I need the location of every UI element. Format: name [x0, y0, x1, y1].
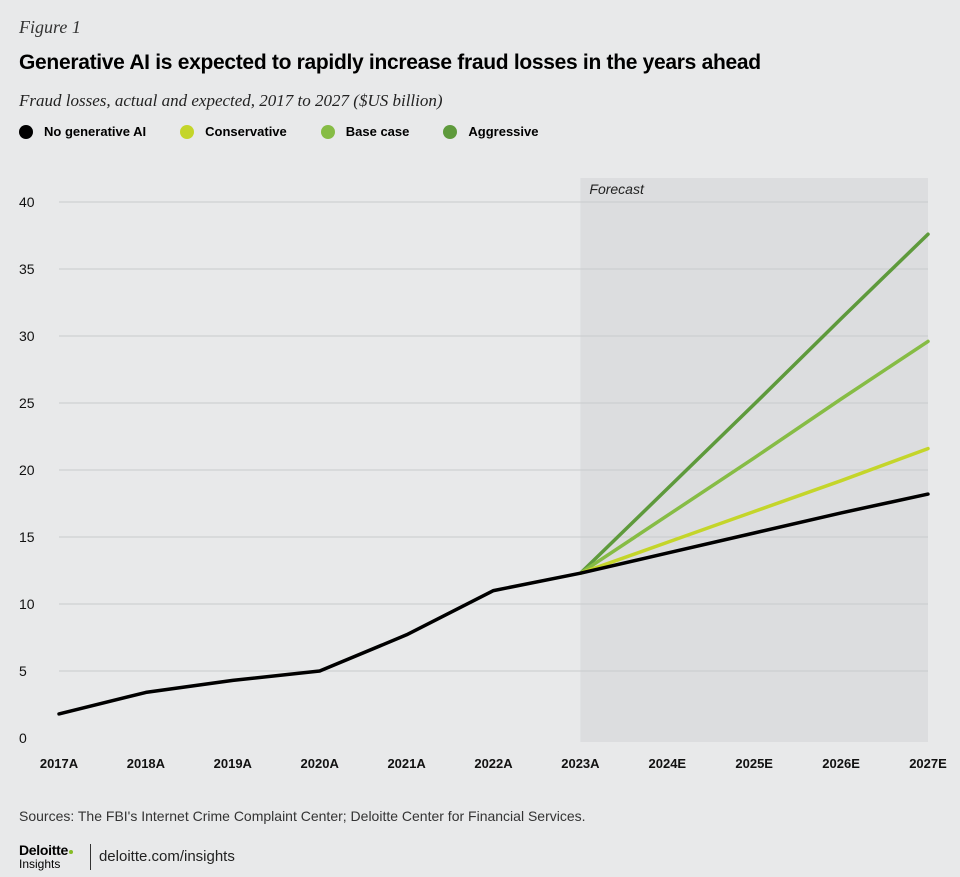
chart-legend: No generative AI Conservative Base case … [19, 124, 538, 139]
y-tick-label: 20 [19, 462, 35, 478]
legend-swatch [443, 124, 458, 139]
legend-swatch [180, 124, 195, 139]
y-tick-label: 15 [19, 529, 35, 545]
legend-item-aggressive: Aggressive [443, 124, 538, 139]
y-tick-label: 0 [19, 730, 27, 746]
figure-label: Figure 1 [19, 17, 81, 37]
series-line-aggressive [578, 232, 930, 575]
y-tick-label: 25 [19, 395, 35, 411]
brand-url: deloitte.com/insights [98, 848, 235, 865]
x-tick-label: 2026E [822, 756, 860, 771]
y-tick-label: 10 [19, 596, 35, 612]
chart-title: Generative AI is expected to rapidly inc… [19, 51, 761, 74]
x-tick-label: 2018A [127, 756, 166, 771]
legend-label: Base case [345, 124, 410, 139]
legend-swatch [19, 124, 33, 139]
x-tick-label: 2025E [735, 756, 773, 771]
y-tick-label: 40 [19, 194, 35, 210]
x-tick-label: 2023A [561, 756, 600, 771]
legend-item-no-generative-ai: No generative AI [19, 124, 146, 139]
legend-label: Aggressive [468, 124, 539, 139]
x-tick-label: 2021A [387, 756, 426, 771]
line-chart: Forecast 0 5 10 15 20 25 30 35 40 2017A 2018A 2019A 2… [19, 178, 947, 771]
legend-swatch [320, 124, 335, 139]
series-line-base-case [578, 339, 930, 575]
legend-item-conservative: Conservative [180, 124, 287, 139]
brand-name: Deloitte [19, 842, 68, 858]
y-tick-label: 30 [19, 328, 35, 344]
legend-label: No generative AI [44, 124, 147, 139]
deloitte-insights-logo: Deloitte Insights [19, 843, 73, 870]
x-tick-label: 2024E [649, 756, 687, 771]
source-note: Sources: The FBI's Internet Crime Compla… [19, 808, 586, 824]
x-tick-label: 2022A [474, 756, 513, 771]
legend-label: Conservative [205, 124, 287, 139]
chart-subtitle: Fraud losses, actual and expected, 2017 … [19, 91, 443, 110]
legend-item-base-case: Base case [320, 124, 410, 139]
brand-sub: Insights [19, 857, 61, 871]
y-tick-label: 35 [19, 261, 35, 277]
x-tick-label: 2027E [909, 756, 947, 771]
x-tick-label: 2020A [301, 756, 340, 771]
brand-footer: Deloitte Insights deloitte.com/insights [19, 843, 235, 870]
y-tick-label: 5 [19, 663, 27, 679]
series-line-conservative [578, 446, 930, 575]
brand-divider [89, 843, 91, 870]
series-line-no-generative-ai [57, 492, 930, 716]
x-tick-label: 2017A [40, 756, 79, 771]
x-tick-label: 2019A [214, 756, 253, 771]
brand-dot-icon [68, 850, 73, 854]
forecast-label: Forecast [589, 181, 645, 197]
